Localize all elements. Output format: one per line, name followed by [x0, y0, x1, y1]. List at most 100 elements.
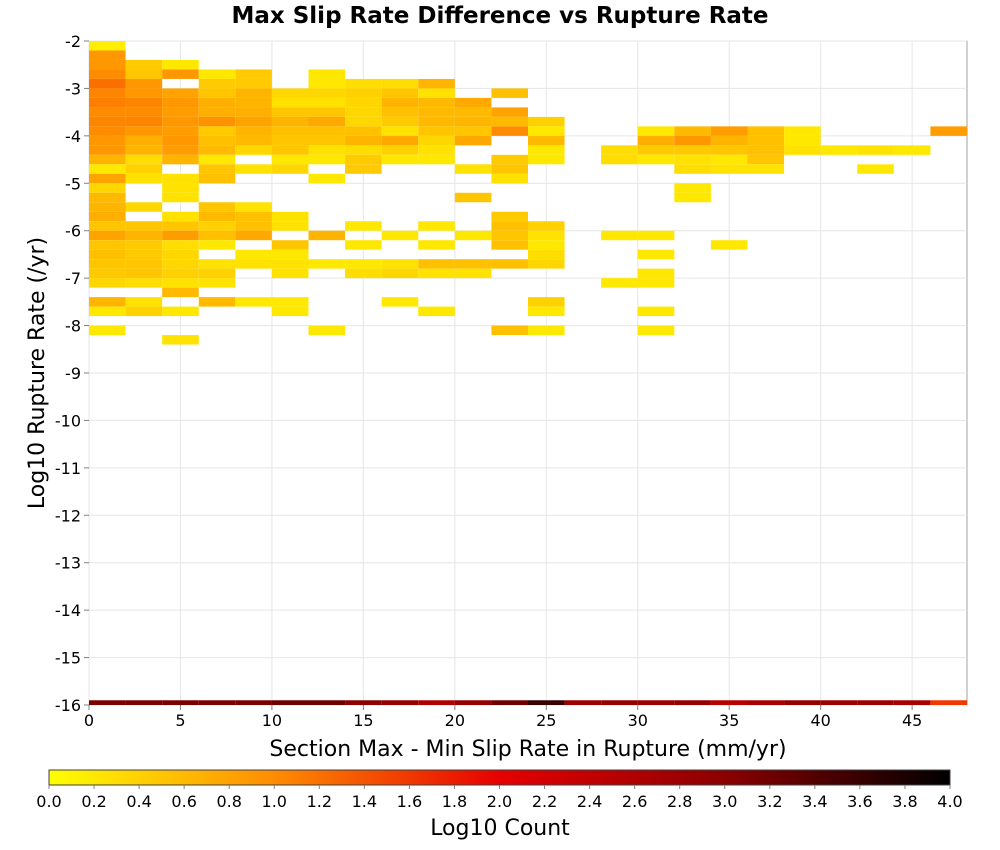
heatmap-cell: [89, 164, 126, 174]
heatmap-cell: [198, 97, 236, 108]
heatmap-cell: [162, 287, 199, 298]
heatmap-cell: [528, 135, 565, 146]
heatmap-cell: [198, 154, 236, 165]
heatmap-cell: [89, 78, 126, 89]
heatmap-cell: [857, 164, 894, 174]
heatmap-cell: [271, 135, 309, 146]
heatmap-cell: [418, 145, 455, 155]
heatmap-cell: [235, 202, 272, 212]
heatmap-cell: [345, 240, 382, 250]
heatmap-cell: [820, 145, 858, 155]
heatmap-cell: [710, 126, 748, 136]
colorbar-tick-label: 3.0: [712, 792, 737, 811]
heatmap-cell: [454, 192, 492, 203]
heatmap-cell: [235, 297, 272, 307]
heatmap-cell: [710, 135, 748, 146]
heatmap-cell: [125, 278, 163, 288]
heatmap-cell: [125, 173, 163, 184]
heatmap-cell: [89, 135, 126, 146]
heatmap-cell: [235, 211, 272, 222]
heatmap-cell: [198, 211, 236, 222]
heatmap-cell: [491, 221, 528, 231]
colorbar-tick-label: 0.8: [216, 792, 241, 811]
heatmap-cell: [454, 164, 492, 174]
heatmap-cell: [418, 306, 455, 317]
heatmap-cell: [345, 97, 382, 108]
heatmap-cell: [491, 259, 528, 269]
heatmap-cell: [125, 107, 163, 117]
heatmap-cell: [930, 700, 967, 705]
heatmap-cell: [271, 306, 309, 317]
heatmap-cell: [308, 173, 346, 184]
heatmap-cells: [89, 41, 967, 705]
heatmap-cell: [345, 154, 382, 165]
heatmap-cell: [491, 164, 528, 174]
y-tick-label: -7: [65, 269, 81, 288]
heatmap-cell: [637, 145, 675, 155]
heatmap-cell: [162, 107, 199, 117]
heatmap-cell: [198, 126, 236, 136]
heatmap-cell: [601, 278, 638, 288]
y-tick-label: -6: [65, 222, 81, 241]
heatmap-cell: [125, 221, 163, 231]
y-axis-label: Log10 Rupture Rate (/yr): [25, 237, 50, 509]
heatmap-cell: [381, 145, 419, 155]
heatmap-cell: [198, 69, 236, 79]
heatmap-cell: [89, 145, 126, 155]
heatmap-cell: [198, 135, 236, 146]
heatmap-cell: [454, 259, 492, 269]
y-tick-label: -15: [55, 649, 81, 668]
heatmap-cell: [89, 259, 126, 269]
colorbar-tick-label: 0.0: [36, 792, 61, 811]
heatmap-cell: [235, 88, 272, 98]
heatmap-cell: [89, 107, 126, 117]
colorbar-tick-label: 1.8: [442, 792, 467, 811]
heatmap-cell: [820, 700, 858, 705]
heatmap-cell: [125, 154, 163, 165]
heatmap-cell: [454, 135, 492, 146]
heatmap-cell: [89, 306, 126, 317]
heatmap-cell: [271, 145, 309, 155]
y-tick-label: -13: [55, 554, 81, 573]
heatmap-cell: [162, 183, 199, 193]
y-axis-ticks: -2 -3 -4 -5 -6 -7 -8 -9 -10 -11 -12 -13 -14 -15 -16: [55, 32, 89, 715]
heatmap-cell: [674, 164, 711, 174]
heatmap-cell: [235, 135, 272, 146]
heatmap-cell: [198, 297, 236, 307]
heatmap-cell: [491, 154, 528, 165]
heatmap-cell: [125, 240, 163, 250]
heatmap-cell: [528, 249, 565, 260]
heatmap-cell: [345, 221, 382, 231]
heatmap-cell: [271, 116, 309, 127]
heatmap-cell: [528, 240, 565, 250]
heatmap-cell: [381, 97, 419, 108]
heatmap-cell: [528, 306, 565, 317]
heatmap-cell: [89, 41, 126, 51]
heatmap-cell: [198, 145, 236, 155]
heatmap-cell: [125, 700, 163, 705]
heatmap-cell: [162, 278, 199, 288]
heatmap-cell: [418, 116, 455, 127]
heatmap-cell: [930, 126, 967, 136]
heatmap-cell: [528, 126, 565, 136]
heatmap-cell: [637, 325, 675, 336]
colorbar-tick-label: 0.2: [81, 792, 106, 811]
heatmap-cell: [528, 145, 565, 155]
heatmap-cell: [893, 700, 931, 705]
colorbar-tick-label: 3.4: [802, 792, 827, 811]
heatmap-cell: [89, 211, 126, 222]
heatmap-cell: [454, 116, 492, 127]
heatmap-cell: [125, 230, 163, 241]
heatmap-cell: [271, 126, 309, 136]
heatmap-cell: [198, 78, 236, 89]
x-tick-label: 30: [628, 711, 648, 730]
heatmap-cell: [747, 135, 785, 146]
heatmap-cell: [528, 230, 565, 241]
heatmap-cell: [89, 126, 126, 136]
x-tick-label: 40: [810, 711, 830, 730]
heatmap-cell: [235, 230, 272, 241]
heatmap-cell: [198, 268, 236, 279]
heatmap-cell: [601, 230, 638, 241]
heatmap-cell: [381, 135, 419, 146]
